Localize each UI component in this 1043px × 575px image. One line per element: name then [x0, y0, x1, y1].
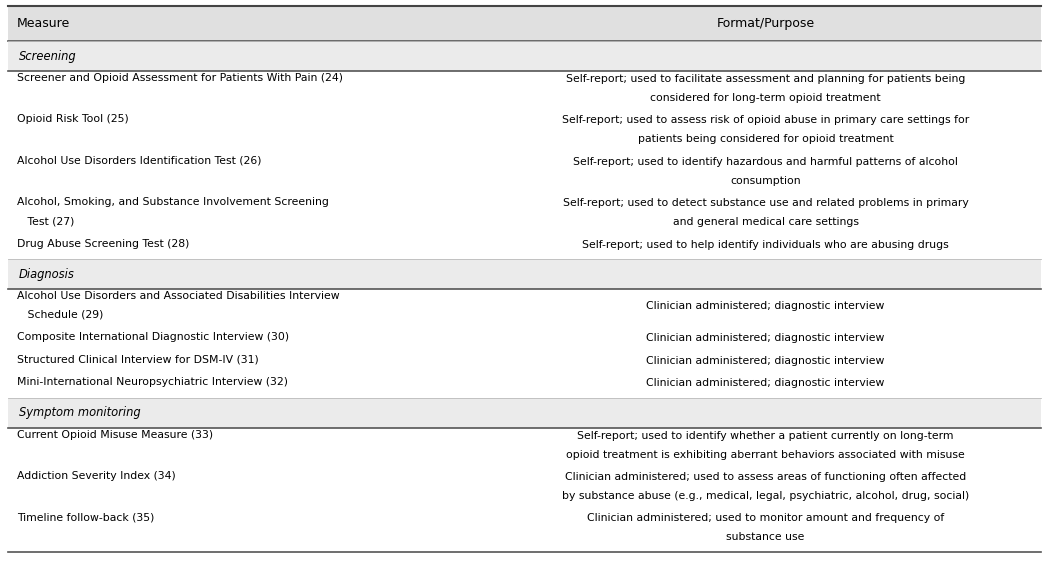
- Text: Schedule (29): Schedule (29): [17, 310, 103, 320]
- Text: consumption: consumption: [730, 176, 801, 186]
- FancyBboxPatch shape: [8, 398, 1041, 428]
- Text: Clinician administered; used to monitor amount and frequency of: Clinician administered; used to monitor …: [587, 513, 944, 523]
- Text: patients being considered for opioid treatment: patients being considered for opioid tre…: [637, 135, 894, 144]
- Text: Timeline follow-back (35): Timeline follow-back (35): [17, 512, 154, 522]
- Text: substance use: substance use: [726, 532, 805, 542]
- Text: Drug Abuse Screening Test (28): Drug Abuse Screening Test (28): [17, 239, 189, 248]
- Text: Screening: Screening: [19, 50, 76, 63]
- Text: Self-report; used to assess risk of opioid abuse in primary care settings for: Self-report; used to assess risk of opio…: [562, 116, 969, 125]
- Text: Alcohol Use Disorders Identification Test (26): Alcohol Use Disorders Identification Tes…: [17, 156, 261, 166]
- Text: Format/Purpose: Format/Purpose: [717, 17, 815, 30]
- Text: Symptom monitoring: Symptom monitoring: [19, 407, 141, 419]
- FancyBboxPatch shape: [8, 41, 1041, 71]
- Text: Self-report; used to detect substance use and related problems in primary: Self-report; used to detect substance us…: [562, 198, 969, 208]
- Text: Mini-International Neuropsychiatric Interview (32): Mini-International Neuropsychiatric Inte…: [17, 377, 288, 387]
- Text: Composite International Diagnostic Interview (30): Composite International Diagnostic Inter…: [17, 332, 289, 342]
- Text: Measure: Measure: [17, 17, 70, 30]
- Text: Diagnosis: Diagnosis: [19, 268, 75, 281]
- Text: Alcohol Use Disorders and Associated Disabilities Interview: Alcohol Use Disorders and Associated Dis…: [17, 291, 339, 301]
- Text: by substance abuse (e.g., medical, legal, psychiatric, alcohol, drug, social): by substance abuse (e.g., medical, legal…: [562, 491, 969, 501]
- FancyBboxPatch shape: [8, 6, 1041, 41]
- Text: Addiction Severity Index (34): Addiction Severity Index (34): [17, 471, 175, 481]
- Text: and general medical care settings: and general medical care settings: [673, 217, 858, 227]
- Text: Self-report; used to help identify individuals who are abusing drugs: Self-report; used to help identify indiv…: [582, 240, 949, 250]
- Text: Self-report; used to identify hazardous and harmful patterns of alcohol: Self-report; used to identify hazardous …: [573, 157, 959, 167]
- Text: Opioid Risk Tool (25): Opioid Risk Tool (25): [17, 114, 128, 124]
- Text: Clinician administered; diagnostic interview: Clinician administered; diagnostic inter…: [647, 378, 884, 388]
- Text: Self-report; used to facilitate assessment and planning for patients being: Self-report; used to facilitate assessme…: [566, 74, 965, 84]
- Text: Clinician administered; diagnostic interview: Clinician administered; diagnostic inter…: [647, 334, 884, 343]
- Text: Test (27): Test (27): [17, 216, 74, 226]
- Text: Self-report; used to identify whether a patient currently on long-term: Self-report; used to identify whether a …: [578, 431, 953, 440]
- FancyBboxPatch shape: [8, 259, 1041, 289]
- Text: Clinician administered; used to assess areas of functioning often affected: Clinician administered; used to assess a…: [565, 472, 966, 482]
- Text: Alcohol, Smoking, and Substance Involvement Screening: Alcohol, Smoking, and Substance Involvem…: [17, 197, 329, 207]
- Text: Clinician administered; diagnostic interview: Clinician administered; diagnostic inter…: [647, 356, 884, 366]
- Text: Screener and Opioid Assessment for Patients With Pain (24): Screener and Opioid Assessment for Patie…: [17, 73, 343, 83]
- Text: Clinician administered; diagnostic interview: Clinician administered; diagnostic inter…: [647, 301, 884, 312]
- Text: opioid treatment is exhibiting aberrant behaviors associated with misuse: opioid treatment is exhibiting aberrant …: [566, 450, 965, 459]
- Text: Current Opioid Misuse Measure (33): Current Opioid Misuse Measure (33): [17, 430, 213, 439]
- Text: considered for long-term opioid treatment: considered for long-term opioid treatmen…: [650, 93, 881, 103]
- Text: Structured Clinical Interview for DSM-IV (31): Structured Clinical Interview for DSM-IV…: [17, 355, 259, 365]
